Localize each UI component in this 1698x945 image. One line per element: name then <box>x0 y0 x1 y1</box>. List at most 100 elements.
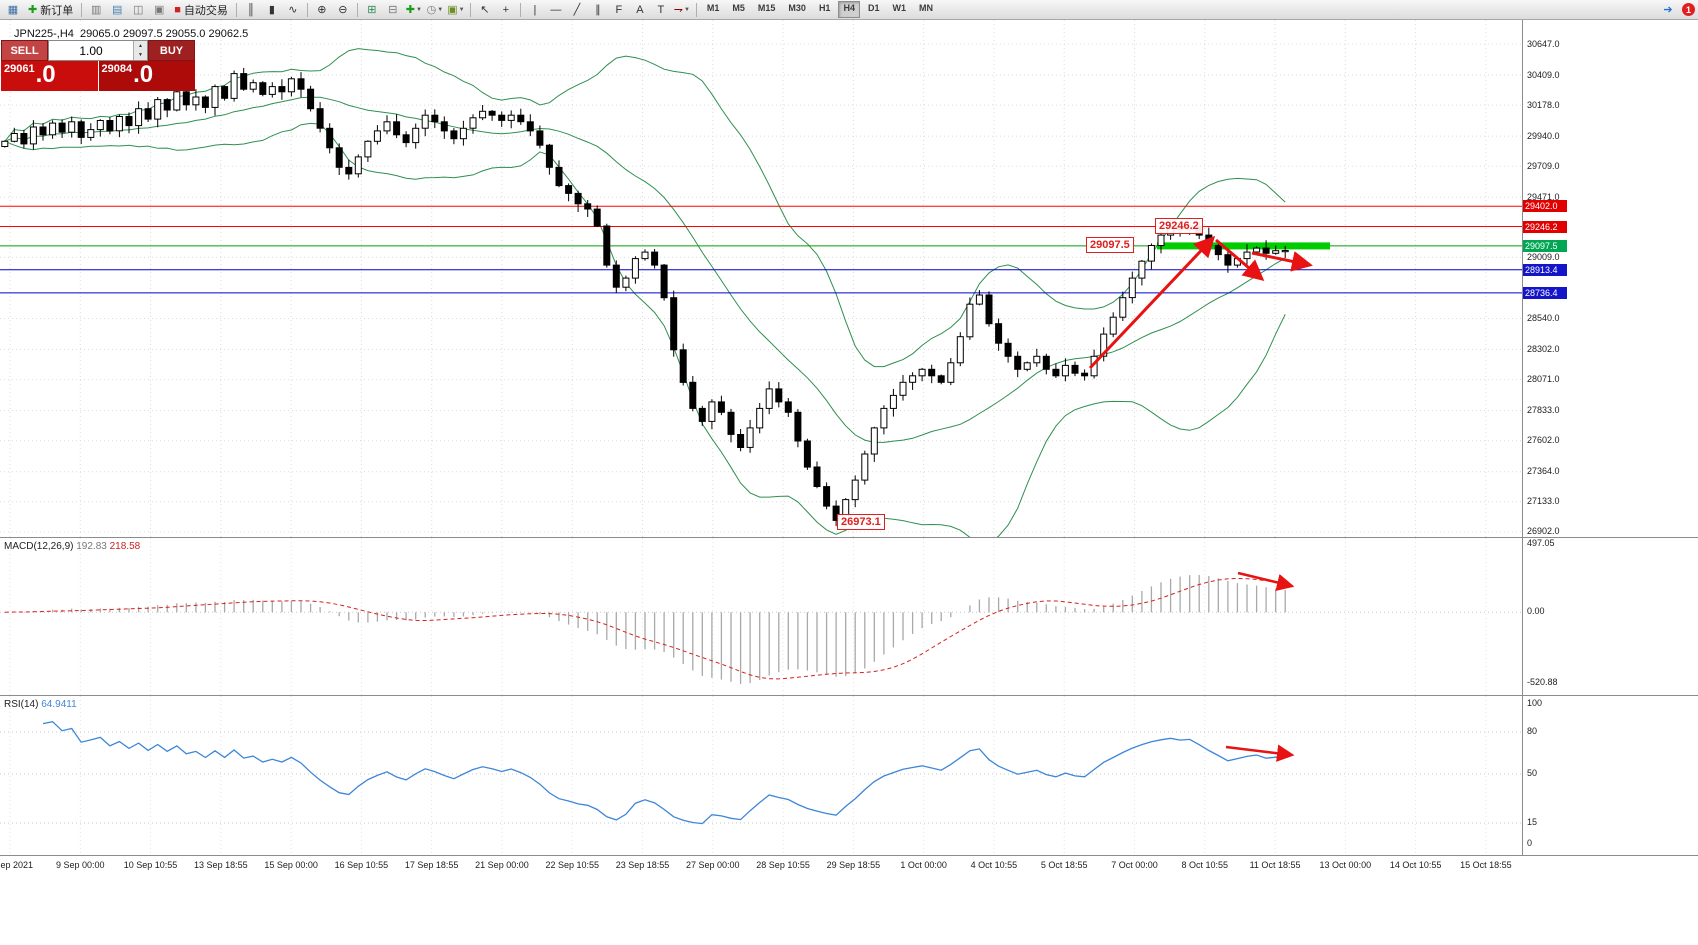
trend-arrow[interactable] <box>1237 571 1295 591</box>
support-zone-bar[interactable] <box>1157 242 1330 250</box>
bollinger-lower-band <box>4 122 1286 537</box>
time-label: 28 Sep 10:55 <box>756 860 810 870</box>
trend-arrow[interactable] <box>1088 235 1216 370</box>
rsi-header: RSI(14) 64.9411 <box>4 699 77 710</box>
macd-main-value: 192.83 <box>76 541 107 552</box>
trendline-icon[interactable]: ╱ <box>573 3 581 16</box>
timeframe-m30-button[interactable]: M30 <box>788 3 806 13</box>
time-label: 8 Sep 2021 <box>0 860 34 870</box>
navigator-icon[interactable]: ◫ <box>133 3 144 16</box>
text-icon[interactable]: A <box>636 3 644 16</box>
chart-ohlc-header: JPN225-,H4 29065.0 29097.5 29055.0 29062… <box>14 28 249 40</box>
toolbar-separator <box>695 2 697 17</box>
macd-histogram <box>13 575 1286 684</box>
market-watch-icon[interactable]: ▥ <box>91 3 102 16</box>
time-label: 4 Oct 10:55 <box>970 860 1018 870</box>
community-icon[interactable]: ➔ <box>1663 3 1673 16</box>
main-chart-canvas[interactable] <box>0 20 1698 537</box>
buy-price-display[interactable]: 29084 .0 <box>98 61 195 91</box>
zoom-out-icon[interactable]: ⊖ <box>338 3 348 16</box>
template-icon-dropdown-arrow: ▼ <box>458 6 465 13</box>
bollinger-middle-band <box>4 96 1286 443</box>
macd-signal-line <box>4 577 1286 680</box>
time-label: 1 Oct 00:00 <box>900 860 947 870</box>
period-icon[interactable]: ◷ ▼ <box>426 3 444 16</box>
timeframe-m1-button[interactable]: M1 <box>706 3 720 13</box>
trend-arrow[interactable] <box>1251 251 1313 272</box>
toolbar-separator <box>306 2 308 17</box>
volume-input[interactable] <box>49 41 133 60</box>
vertical-line-icon[interactable]: | <box>533 3 537 16</box>
fibonacci-icon[interactable]: F <box>615 3 623 16</box>
notification-badge[interactable]: 1 <box>1682 3 1695 16</box>
toolbar-separator <box>235 2 237 17</box>
template-icon[interactable]: ▣ ▼ <box>447 3 465 16</box>
time-axis[interactable]: 8 Sep 2021 9 Sep 00:00 10 Sep 10:55 13 Sep … <box>0 855 1698 877</box>
new-chart-icon[interactable]: ▦ <box>7 3 19 16</box>
price-annotation[interactable]: 26973.1 <box>837 514 885 530</box>
timeframe-m5-button[interactable]: M5 <box>732 3 745 13</box>
timeframe-w1-button[interactable]: W1 <box>892 3 906 13</box>
timeframe-m15-button[interactable]: M15 <box>757 3 776 13</box>
time-label: 10 Sep 10:55 <box>123 860 178 870</box>
time-label: 17 Sep 18:55 <box>404 860 459 870</box>
time-label: 13 Oct 00:00 <box>1319 860 1372 870</box>
rsi-canvas[interactable] <box>0 696 1698 856</box>
time-label: 7 Oct 00:00 <box>1111 860 1158 870</box>
line-chart-icon[interactable]: ∿ <box>288 3 298 16</box>
bar-chart-icon[interactable]: ║ <box>246 3 255 16</box>
candlestick-chart-icon[interactable]: ▮ <box>268 3 275 16</box>
toolbar-separator <box>81 2 83 17</box>
timeframe-h4-button[interactable]: H4 <box>838 1 860 18</box>
price-axis-separator <box>1522 20 1523 855</box>
time-label: 14 Oct 10:55 <box>1389 860 1442 870</box>
sell-button[interactable]: SELL <box>1 40 48 61</box>
terminal-icon[interactable]: ▣ <box>154 3 165 16</box>
time-label: 21 Sep 00:00 <box>475 860 529 870</box>
volume-decrease-button[interactable]: ▼ <box>134 50 147 60</box>
macd-canvas[interactable] <box>0 538 1698 696</box>
one-click-trading-panel: SELL ▲ ▼ BUY 29061 .0 29084 .0 <box>1 40 195 91</box>
timeframe-h1-button[interactable]: H1 <box>818 3 831 13</box>
time-label: 5 Oct 18:55 <box>1040 860 1088 870</box>
trend-arrow[interactable] <box>1215 238 1265 281</box>
toolbar-separator <box>519 2 521 17</box>
main-chart-panel[interactable]: JPN225-,H4 29065.0 29097.5 29055.0 29062… <box>0 20 1698 537</box>
zoom-in-icon[interactable]: ⊕ <box>317 3 327 16</box>
auto-trading-button-label: 自动交易 <box>183 4 228 17</box>
sell-price-display[interactable]: 29061 .0 <box>1 61 98 91</box>
time-label: 11 Oct 18:55 <box>1249 860 1301 870</box>
timeframe-mn-button[interactable]: MN <box>918 3 933 13</box>
trend-arrow[interactable] <box>1225 744 1295 762</box>
rsi-value: 64.9411 <box>41 699 77 710</box>
data-window-icon[interactable]: ▤ <box>112 3 123 16</box>
time-label: 15 Oct 18:55 <box>1460 860 1512 870</box>
cascade-windows-icon[interactable]: ⊟ <box>388 3 398 16</box>
macd-indicator-panel[interactable]: MACD(12,26,9) 192.83 218.58 <box>0 537 1698 696</box>
buy-price-main: 29084 <box>101 63 133 75</box>
rsi-indicator-panel[interactable]: RSI(14) 64.9411 <box>0 695 1698 856</box>
volume-increase-button[interactable]: ▲ <box>134 41 147 51</box>
timeframe-d1-button[interactable]: D1 <box>867 3 880 13</box>
price-annotation[interactable]: 29246.2 <box>1155 218 1203 234</box>
arrows-icon[interactable]: ⇁ ▼ <box>673 3 690 16</box>
macd-label: MACD(12,26,9) <box>4 541 74 552</box>
time-label: 15 Sep 00:00 <box>264 860 318 870</box>
new-order-button[interactable]: ✚ 新订单 <box>24 2 77 18</box>
buy-button[interactable]: BUY <box>148 40 195 61</box>
price-annotation[interactable]: 29097.5 <box>1086 237 1134 253</box>
tile-windows-icon[interactable]: ⊞ <box>367 3 377 16</box>
rsi-label: RSI(14) <box>4 699 39 710</box>
volume-control: ▲ ▼ <box>48 40 148 61</box>
horizontal-line-icon[interactable]: — <box>550 3 562 16</box>
cursor-icon[interactable]: ↖ <box>480 3 490 16</box>
crosshair-icon[interactable]: + <box>502 3 510 16</box>
candlesticks <box>1 67 1289 528</box>
auto-trading-button[interactable]: ■ 自动交易 <box>170 2 232 18</box>
buy-price-fraction: .0 <box>133 61 154 88</box>
macd-header: MACD(12,26,9) 192.83 218.58 <box>4 541 140 552</box>
text-label-icon[interactable]: T <box>657 3 665 16</box>
new-indicator-icon[interactable]: ✚ ▼ <box>405 3 422 16</box>
equidistant-channel-icon[interactable]: ∥ <box>595 3 601 16</box>
time-label: 29 Sep 18:55 <box>826 860 881 870</box>
